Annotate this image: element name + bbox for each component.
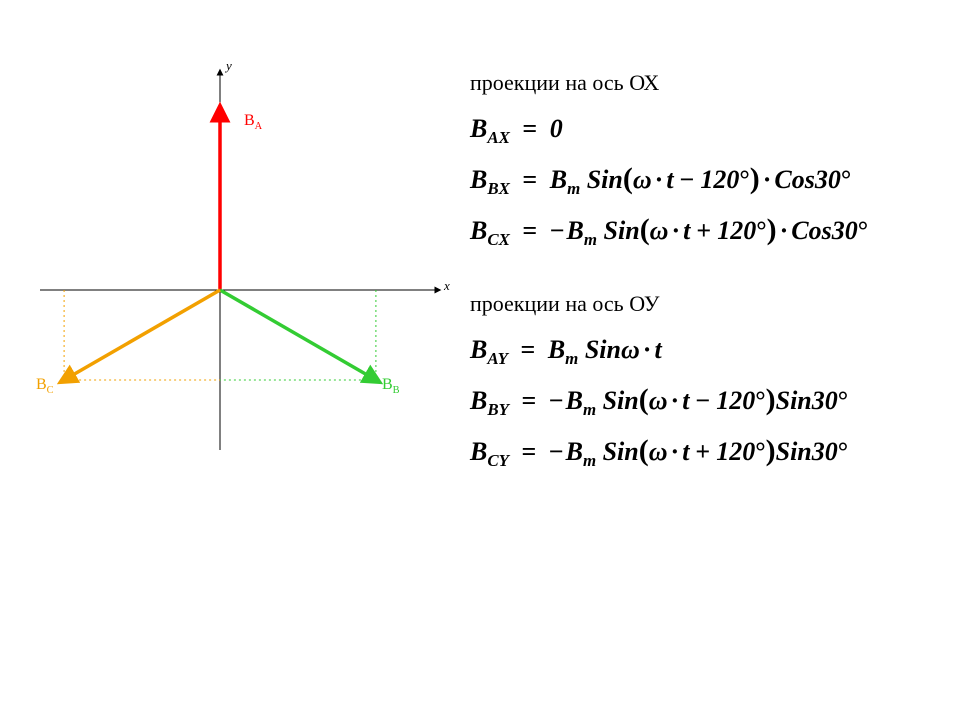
eq-bay: BAY = Bm Sinω·t (470, 335, 950, 369)
vector-bb (220, 290, 376, 380)
label-bc: BC (36, 376, 54, 396)
eq-bcx: BCX = −Bm Sin(ω·t+120°)·Cos30° (470, 213, 950, 250)
vector-bc (64, 290, 220, 380)
x-axis-label: x (444, 278, 450, 294)
eq-bby: BBY = −Bm Sin(ω·t−120°)Sin30° (470, 383, 950, 420)
heading-y-projections: проекции на ось ОУ (470, 291, 950, 317)
y-axis-label: y (226, 58, 232, 74)
label-bb: BB (382, 376, 400, 396)
eq-bbx: BBX = Bm Sin(ω·t−120°)·Cos30° (470, 162, 950, 199)
heading-x-projections: проекции на ось ОХ (470, 70, 950, 96)
label-ba: BA (244, 112, 262, 132)
eq-bcy: BCY = −Bm Sin(ω·t+120°)Sin30° (470, 434, 950, 471)
eq-bax: BAX = 0 (470, 114, 950, 148)
vector-diagram: x y BA BB BC (20, 50, 460, 490)
equations-block: проекции на ось ОХ BAX = 0 BBX = Bm Sin(… (470, 60, 950, 485)
diagram-svg (20, 50, 460, 490)
